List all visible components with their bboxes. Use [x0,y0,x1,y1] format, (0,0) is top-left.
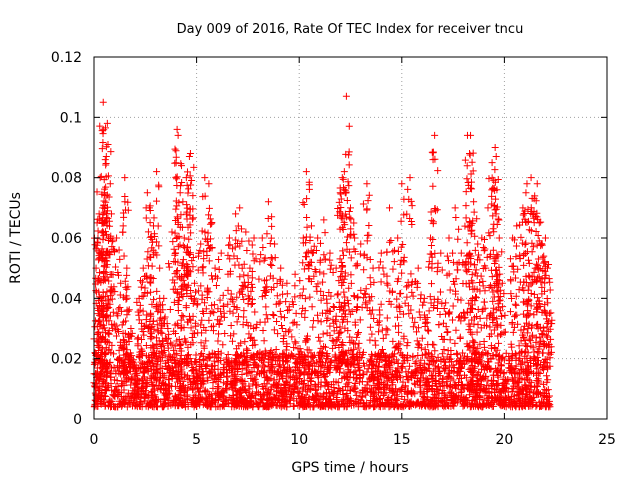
y-tick-label: 0.08 [51,171,82,187]
y-tick-label: 0.06 [51,231,82,247]
y-tick-label: 0 [73,412,82,428]
x-tick-label: 25 [598,432,616,448]
x-tick-label: 10 [290,432,308,448]
x-tick-label: 0 [90,432,99,448]
y-tick-label: 0.02 [51,352,82,368]
y-tick-label: 0.04 [51,291,82,307]
x-tick-label: 20 [495,432,513,448]
y-tick-label: 0.1 [60,110,82,126]
x-tick-label: 15 [393,432,411,448]
x-tick-label: 5 [192,432,201,448]
